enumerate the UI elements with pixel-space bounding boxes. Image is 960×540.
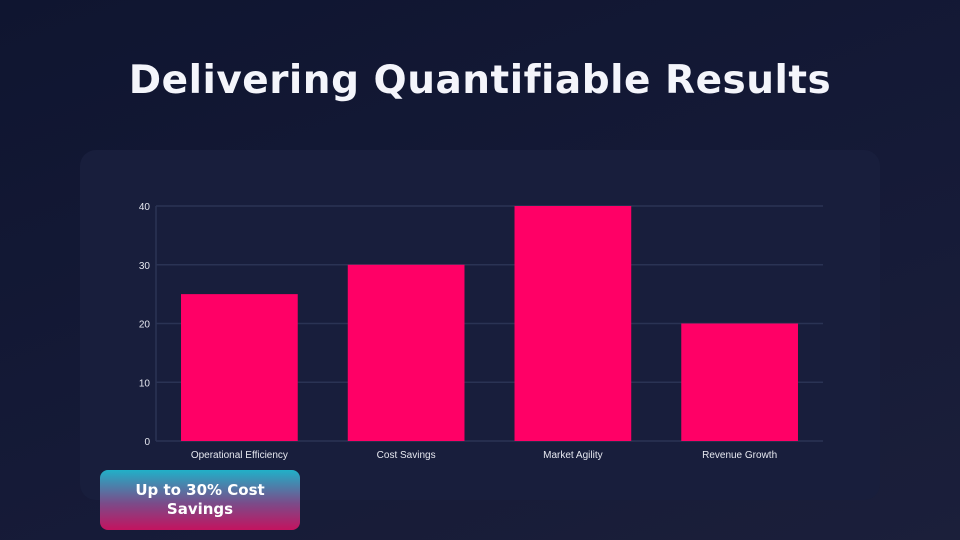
y-tick-label: 30 bbox=[139, 261, 151, 272]
y-tick-label: 20 bbox=[139, 320, 151, 331]
bar bbox=[514, 206, 632, 441]
bar bbox=[681, 323, 798, 441]
y-tick-label: 10 bbox=[139, 378, 151, 389]
cost-savings-badge: Up to 30% Cost Savings bbox=[100, 470, 300, 530]
x-tick-label: Cost Savings bbox=[377, 450, 436, 461]
badge-label: Up to 30% Cost Savings bbox=[135, 481, 265, 518]
bar bbox=[347, 264, 465, 441]
x-tick-label: Operational Efficiency bbox=[191, 450, 288, 461]
x-tick-label: Revenue Growth bbox=[702, 450, 777, 461]
y-tick-label: 40 bbox=[139, 202, 151, 213]
y-tick-label: 0 bbox=[144, 437, 150, 448]
x-tick-label: Market Agility bbox=[543, 450, 602, 461]
slide-title: Delivering Quantifiable Results bbox=[128, 58, 832, 103]
bar bbox=[181, 294, 298, 441]
